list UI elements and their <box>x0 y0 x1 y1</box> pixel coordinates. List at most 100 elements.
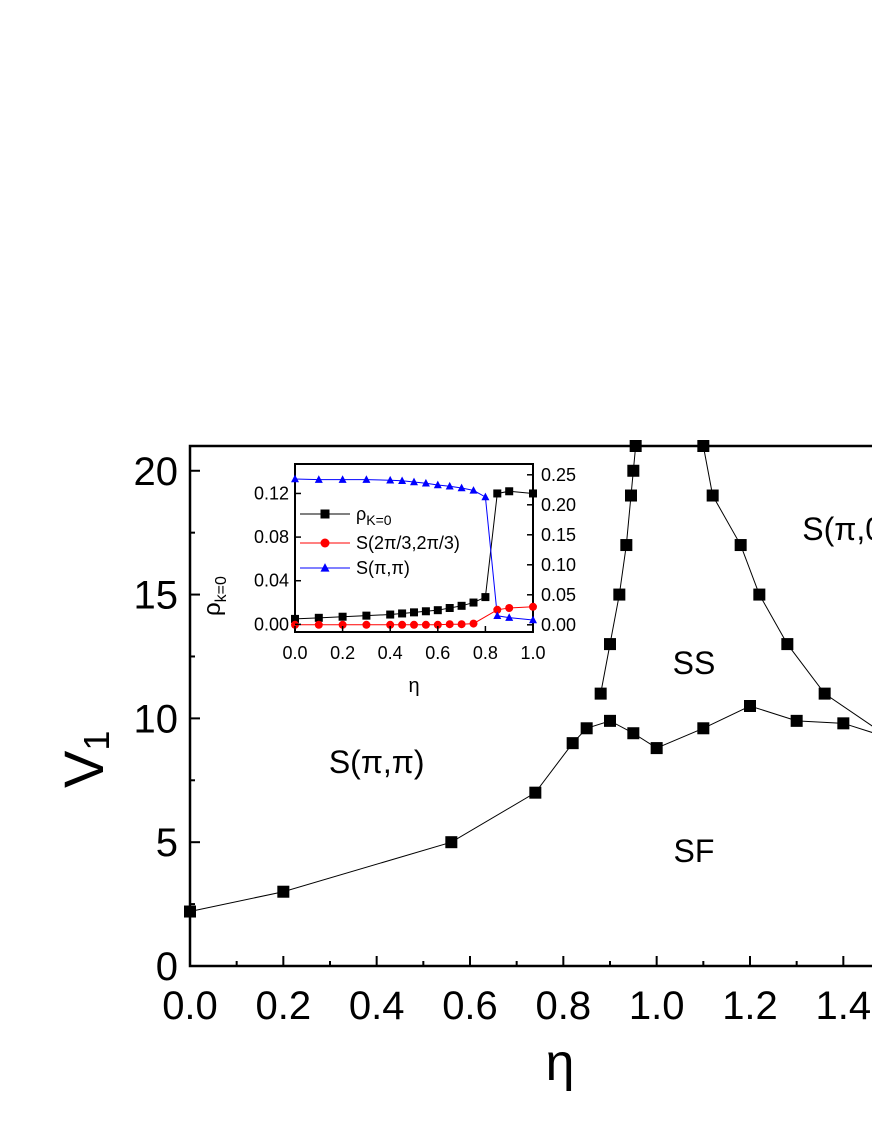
main-x-tick-label: 1.4 <box>816 984 872 1028</box>
inset-series-0-point <box>398 609 407 618</box>
main-x-tick-label: 1.2 <box>722 984 778 1028</box>
main-plot-frame <box>188 444 872 968</box>
inset-series-0-point <box>445 604 454 612</box>
inset-series-0-point <box>469 598 478 607</box>
inset-right-y-tick-label: 0.15 <box>541 525 576 545</box>
inset-series-2-point <box>481 492 490 501</box>
inset-series-1-point <box>433 620 442 629</box>
inset-series-0-point <box>433 606 442 615</box>
inset-series-2-point <box>398 476 407 485</box>
inset-y-axis-label: ρk=0 <box>199 576 230 616</box>
main-series-0-point <box>744 700 756 712</box>
main-y-tick-label: 5 <box>156 821 178 865</box>
main-series-2-point <box>734 539 747 552</box>
main-series-0-point <box>650 742 663 755</box>
inset-series-0-point <box>481 593 490 602</box>
main-y-tick-label: 15 <box>134 574 179 618</box>
inset-series-0-point <box>505 487 514 496</box>
inset-chart: 0.0 0.2 0.4 0.6 0.8 1.0 0.00 0.04 0.08 0.12 0.00… <box>199 463 576 697</box>
main-y-axis-label: V1 <box>52 731 117 788</box>
inset-series-2-point <box>338 475 347 483</box>
inset-series-2-point <box>445 481 454 490</box>
main-series-1-line <box>600 445 637 694</box>
inset-series-2-point <box>314 475 323 483</box>
inset-x-tick-label: 0.4 <box>378 643 403 663</box>
inset-series-2-line <box>294 478 534 621</box>
inset-x-tick-label: 0.8 <box>473 643 498 663</box>
main-series-1-point <box>613 588 626 601</box>
inset-series-2-point <box>386 475 395 484</box>
inset-right-y-tick-label: 0.25 <box>541 465 576 485</box>
inset-right-y-tick-label: 0.05 <box>541 585 576 605</box>
inset-series-0-point <box>338 612 347 621</box>
main-y-axis-label-sub: 1 <box>76 731 117 751</box>
inset-x-axis-label: η <box>408 675 419 697</box>
inset-series-2-point <box>421 478 430 487</box>
inset-right-y-tick-label: 0.20 <box>541 495 576 515</box>
main-x-tick-label: 0.4 <box>349 984 405 1028</box>
inset-left-y-tick-label: 0.00 <box>254 614 289 634</box>
inset-series-0-point <box>291 614 299 623</box>
phase-region-label: SS <box>673 645 716 681</box>
main-series-2-point <box>818 687 831 700</box>
main-series-0-point <box>566 737 579 750</box>
legend-label: ρK=0 <box>356 504 392 528</box>
main-series-0-point <box>627 727 640 740</box>
inset-right-y-tick-label: 0.10 <box>541 555 576 575</box>
main-x-tick-label: 0.2 <box>256 984 312 1028</box>
inset-left-y-tick-label: 0.12 <box>254 483 289 503</box>
inset-series-0-point <box>362 611 371 620</box>
inset-series-2-point <box>362 475 371 483</box>
legend-label: S(2π/3,2π/3) <box>356 533 460 553</box>
main-series-2-line <box>702 445 872 727</box>
main-series-0-point <box>604 714 616 727</box>
main-x-tick-label: 0.0 <box>162 984 218 1028</box>
legend-swatch-marker <box>320 509 330 519</box>
main-x-tick-label: 1.0 <box>629 984 685 1028</box>
inset-series-2-point <box>457 483 466 492</box>
inset-series-1-point <box>469 619 478 628</box>
inset-series-1-point <box>362 620 371 629</box>
inset-right-y-tick-label: 0.00 <box>541 615 576 635</box>
main-series-0-point <box>697 722 710 735</box>
inset-y-axis-label-main: ρ <box>199 602 226 616</box>
inset-series-1-point <box>338 620 347 629</box>
inset-series-0-point <box>493 489 502 498</box>
phase-region-label: S(π,π) <box>329 744 425 780</box>
inset-x-tick-label: 0.6 <box>425 643 450 663</box>
main-series-1-point <box>604 638 616 651</box>
inset-left-y-tick-label: 0.04 <box>254 571 289 591</box>
inset-series-1-point <box>386 620 395 629</box>
inset-series-0-line <box>294 490 534 620</box>
legend-label: S(π,π) <box>356 558 410 578</box>
inset-left-y-tick-label: 0.08 <box>254 527 289 547</box>
inset-series-2-point <box>433 480 442 489</box>
inset-series-0-point <box>314 613 323 622</box>
main-series-1-point <box>594 687 607 700</box>
inset-series-2-point <box>469 486 478 494</box>
main-series-0-point <box>445 836 458 849</box>
inset-series-1-point <box>421 620 430 629</box>
main-y-tick-label: 0 <box>156 945 178 989</box>
inset-series-1-point <box>398 620 407 629</box>
main-series-1-point <box>620 539 633 552</box>
inset-series-2-point <box>291 474 299 483</box>
inset-series-1-point <box>505 604 514 612</box>
inset-series-0-point <box>457 601 466 610</box>
main-y-tick-label: 20 <box>134 450 179 494</box>
inset-x-tick-label: 0.0 <box>282 643 307 663</box>
main-series-2-point <box>706 489 719 502</box>
main-series-2-point <box>697 440 710 452</box>
inset-series-1-point <box>493 605 502 614</box>
main-x-axis-label: η <box>546 1034 575 1092</box>
legend-swatch-marker <box>320 563 330 572</box>
inset-series-2-point <box>410 477 418 486</box>
inset-x-tick-label: 0.2 <box>330 643 355 663</box>
legend-swatch-marker <box>320 538 330 548</box>
main-series-2-point <box>753 588 766 601</box>
inset-series-0-point <box>386 610 395 619</box>
inset-series-2-point <box>505 613 514 621</box>
inset-x-tick-label: 1.0 <box>520 643 545 663</box>
inset-series-1-point <box>314 620 323 629</box>
phase-region-label: S(π,0) <box>802 511 872 547</box>
